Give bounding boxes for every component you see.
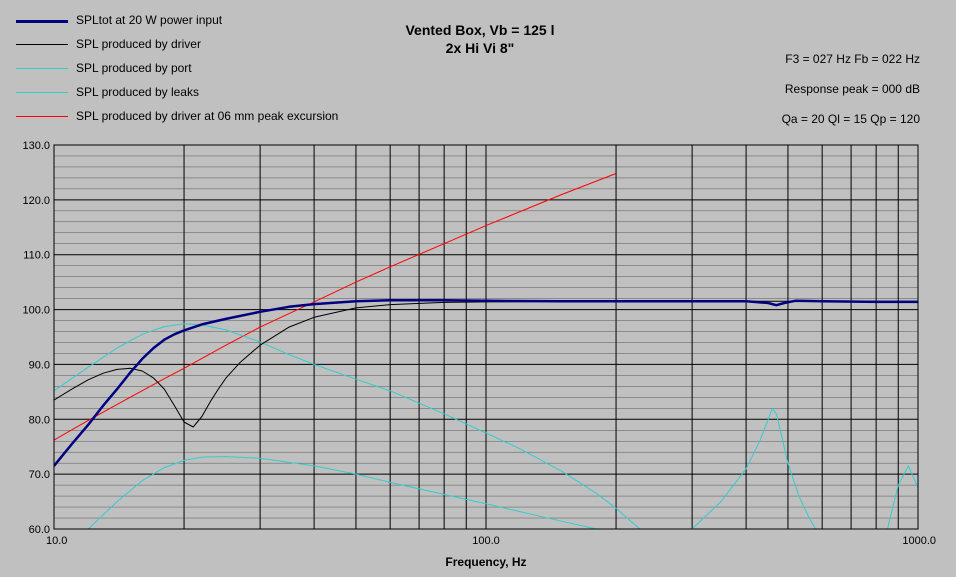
series-line-driver [54, 300, 918, 428]
y-tick-label: 70.0 [29, 469, 50, 481]
legend-label-leaks: SPL produced by leaks [76, 85, 199, 99]
legend-label-driver: SPL produced by driver [76, 37, 201, 51]
y-tick-label: 80.0 [29, 414, 50, 426]
legend-label-spltot: SPLtot at 20 W power input [76, 13, 223, 27]
legend-label-excursion: SPL produced by driver at 06 mm peak exc… [76, 109, 339, 123]
info-q-values: Qa = 20 Ql = 15 Qp = 120 [781, 112, 920, 126]
legend-swatch-excursion [16, 116, 68, 117]
y-tick-label: 120.0 [22, 195, 50, 207]
x-tick-label: 10.0 [46, 535, 67, 547]
y-tick-label: 100.0 [22, 305, 50, 317]
y-tick-label: 110.0 [23, 250, 50, 262]
legend-label-port: SPL produced by port [76, 61, 192, 75]
series-line-spltot [54, 298, 918, 467]
grid [54, 145, 918, 529]
series-line-port [54, 323, 817, 529]
series-line-leaks [87, 456, 918, 529]
x-tick-label: 100.0 [472, 535, 500, 547]
info-response-peak: Response peak = 000 dB [784, 82, 920, 96]
series-line-driver-excursion [54, 173, 617, 441]
y-tick-label: 130.0 [22, 140, 50, 152]
plot-frame [53, 144, 919, 530]
legend-swatch-driver [16, 44, 68, 45]
legend-swatch-port [16, 68, 68, 69]
x-axis-label: Frequency, Hz [445, 555, 526, 569]
y-tick-label: 60.0 [29, 524, 50, 536]
legend-swatch-spltot [16, 20, 68, 23]
series-group [54, 173, 918, 529]
x-tick-label: 1000.0 [902, 535, 936, 547]
chart-title-line1: Vented Box, Vb = 125 l [405, 22, 555, 38]
tick-labels: 60.0 70.0 80.0 90.0 100.0 110.0 120.0 130.0 10.0… [22, 140, 936, 547]
y-tick-label: 90.0 [29, 359, 50, 371]
chart-title-line2: 2x Hi Vi 8" [445, 40, 515, 56]
info-f3-fb: F3 = 027 Hz Fb = 022 Hz [785, 52, 920, 66]
legend-swatch-leaks [16, 92, 68, 93]
